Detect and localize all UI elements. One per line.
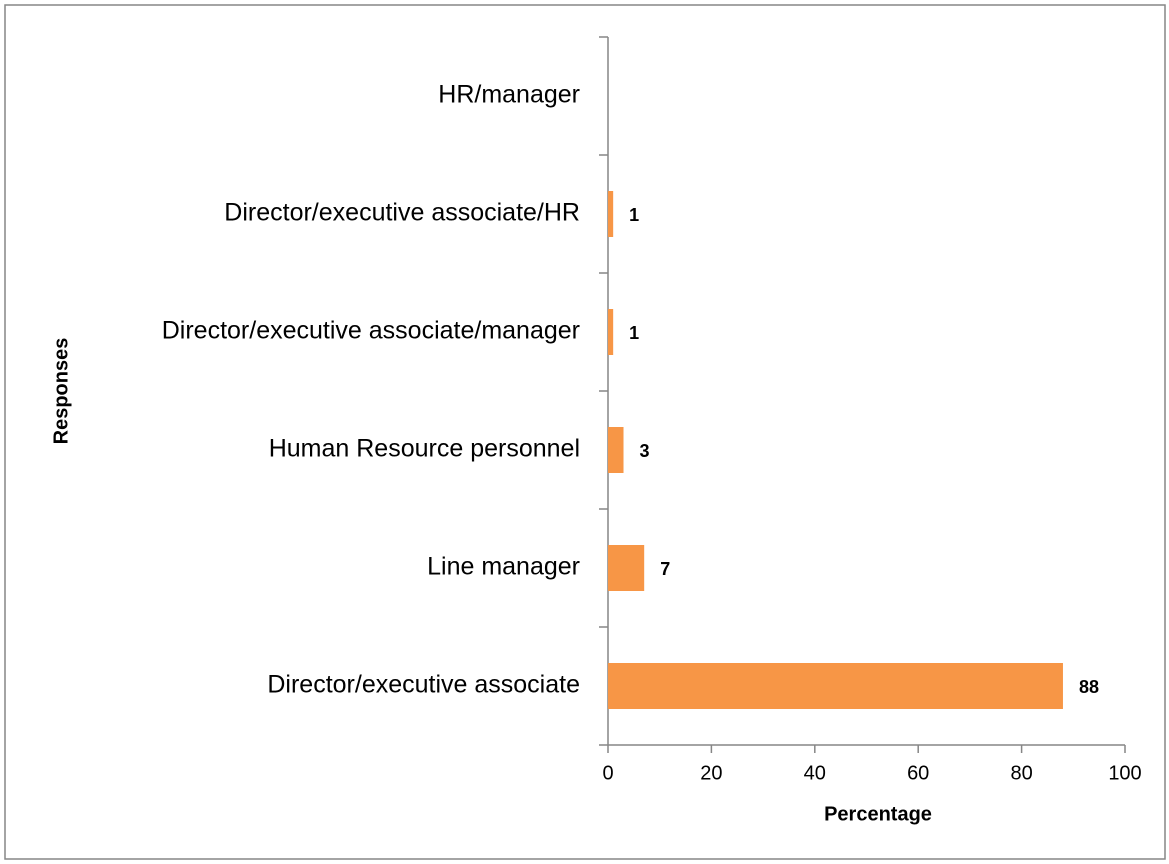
y-tick-label: Line manager [427,553,580,581]
x-tick-label: 0 [602,762,613,784]
y-axis-title: Responses [50,338,72,445]
bar [608,545,645,591]
y-tick-label: Director/executive associate/HR [224,199,580,227]
data-label: 7 [660,559,670,579]
x-axis-title: Percentage [824,803,932,825]
y-tick-label: HR/manager [438,81,580,109]
x-tick-label: 60 [907,762,929,784]
bar [608,191,614,237]
data-label: 88 [1079,677,1099,697]
x-tick-label: 80 [1010,762,1032,784]
data-label: 1 [629,323,639,343]
y-tick-label: Director/executive associate/manager [162,317,580,345]
bar [608,309,614,355]
chart-frame [4,4,1166,860]
data-label: 3 [640,441,650,461]
x-tick-label: 100 [1108,762,1141,784]
x-tick-label: 40 [804,762,826,784]
bar [608,427,624,473]
data-label: 1 [629,205,639,225]
bar [608,663,1063,709]
x-tick-label: 20 [700,762,722,784]
y-tick-label: Human Resource personnel [269,435,580,463]
y-tick-label: Director/executive associate [267,671,580,699]
